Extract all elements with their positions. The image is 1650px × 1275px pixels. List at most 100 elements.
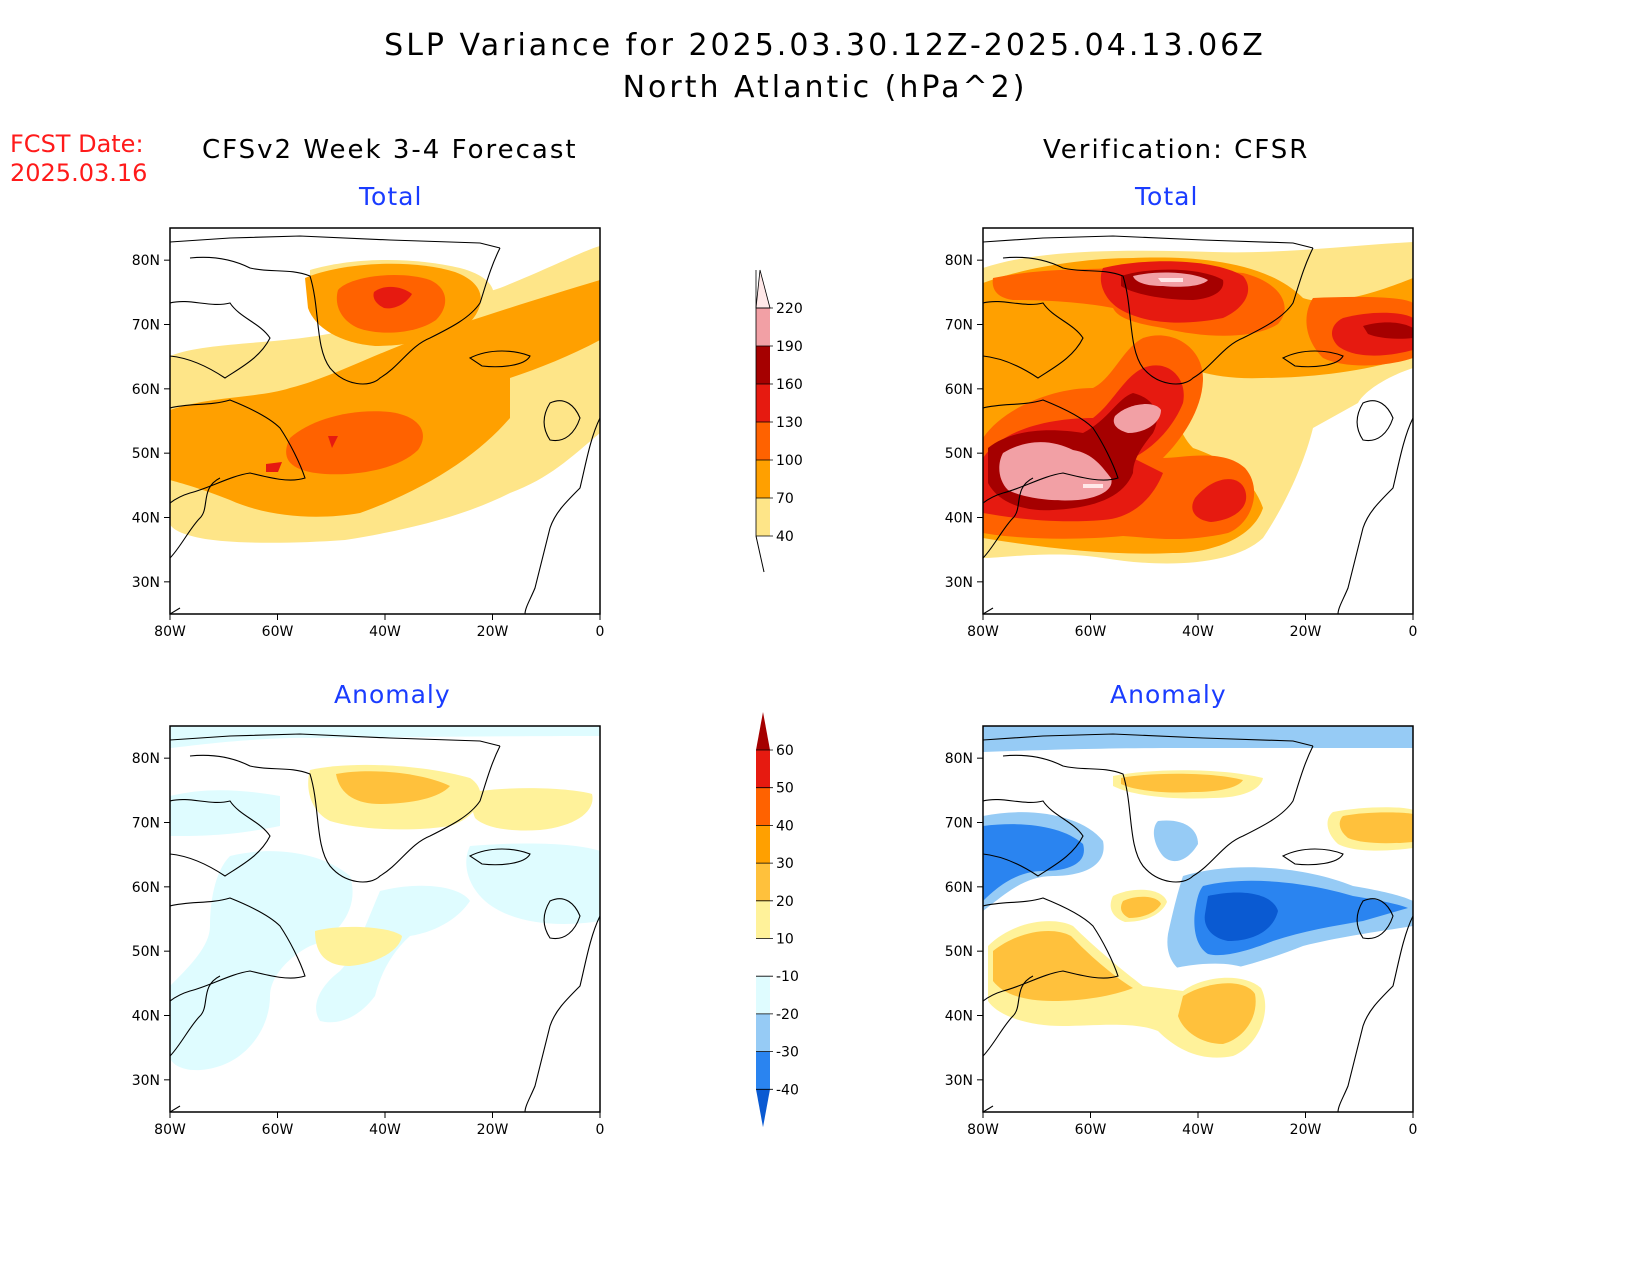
lat-tick-label: 40N <box>132 1009 160 1025</box>
contour-region <box>472 788 593 831</box>
colorbar-label: 50 <box>776 781 794 797</box>
lat-tick-label: 70N <box>132 816 160 832</box>
colorbar-swatch <box>756 308 770 346</box>
colorbar-swatch <box>756 460 770 498</box>
contour-region <box>983 726 1413 752</box>
contour-fill-group <box>983 726 1413 1067</box>
coastline-group <box>983 235 1413 614</box>
lon-tick-label: 20W <box>477 1122 509 1138</box>
lon-tick-label: 0 <box>1409 1122 1418 1138</box>
lon-tick-label: 80W <box>154 1122 186 1138</box>
coastline <box>170 733 501 747</box>
coastline <box>983 477 1034 559</box>
coastline <box>468 848 531 866</box>
lat-tick-label: 70N <box>132 318 160 334</box>
colorbar-label: -40 <box>776 1082 799 1098</box>
figure-subtitle: North Atlantic (hPa^2) <box>622 70 1028 105</box>
lon-tick-label: 60W <box>262 624 294 640</box>
contour-fill-group <box>170 246 600 543</box>
lon-tick-label: 0 <box>596 624 605 640</box>
coastline <box>983 301 1084 379</box>
lat-tick-label: 70N <box>945 318 973 334</box>
coastline <box>189 247 501 385</box>
coastline <box>1281 848 1344 866</box>
coastline <box>983 897 1119 1002</box>
colorbar-swatch <box>756 825 770 864</box>
lon-tick-label: 20W <box>1290 1122 1322 1138</box>
coastline <box>170 975 221 1057</box>
contour-region <box>1113 404 1161 433</box>
colorbar-extend <box>755 535 765 573</box>
coastline <box>983 1105 994 1112</box>
coastline <box>170 235 501 249</box>
colorbar-label: 40 <box>776 529 794 545</box>
panel-title-bl: Anomaly <box>334 680 451 709</box>
contour-region <box>1153 820 1198 862</box>
colorbar-label: 130 <box>776 415 803 431</box>
colorbar-swatch <box>756 422 770 460</box>
colorbar-swatch <box>756 384 770 422</box>
colorbar-label: 190 <box>776 339 803 355</box>
lon-tick-label: 80W <box>154 624 186 640</box>
coastline <box>170 477 221 559</box>
coastline <box>170 897 306 1002</box>
coastline <box>170 607 181 614</box>
colorbar-swatch <box>756 346 770 384</box>
contour-region <box>170 726 600 748</box>
lat-tick-label: 30N <box>945 1073 973 1089</box>
coastline <box>983 235 1314 249</box>
contour-fill-group <box>170 726 600 1071</box>
colorbar-swatch <box>756 498 770 536</box>
colorbar-label: 20 <box>776 894 794 910</box>
contour-fill-group <box>983 242 1413 564</box>
lat-tick-label: 40N <box>132 511 160 527</box>
coastline <box>524 915 600 1112</box>
contour-region <box>170 280 600 517</box>
contour-region <box>373 286 412 309</box>
coastline <box>170 399 306 504</box>
panel-title-tl: Total <box>359 182 423 211</box>
coastline <box>983 399 1119 504</box>
lon-tick-label: 20W <box>1290 624 1322 640</box>
coastline <box>983 733 1314 747</box>
contour-region <box>315 926 402 966</box>
coastline <box>1356 400 1394 442</box>
panel-title-br: Anomaly <box>1110 680 1227 709</box>
colorbar-label: 30 <box>776 856 794 872</box>
colorbar-label: 160 <box>776 377 803 393</box>
colorbar-swatch <box>756 750 770 788</box>
lat-tick-label: 60N <box>945 880 973 896</box>
contour-region <box>316 885 470 1023</box>
contour-region <box>1158 278 1183 282</box>
fcst-date-label: FCST Date: <box>10 130 144 158</box>
coastline <box>1281 350 1344 368</box>
lat-tick-label: 40N <box>945 1009 973 1025</box>
colorbar-label: 220 <box>776 301 803 317</box>
colorbar-label: 70 <box>776 491 794 507</box>
lat-tick-label: 80N <box>945 751 973 767</box>
map-panel-forecast-anomaly: 80N 70N 60N 50N 40N 30N 80W 60W 40W 20W 0 <box>132 725 604 1138</box>
lon-tick-label: 0 <box>596 1122 605 1138</box>
lon-tick-label: 60W <box>1075 1122 1107 1138</box>
coastline-group <box>170 733 600 1112</box>
coastline <box>1002 745 1314 883</box>
coastline <box>468 350 531 368</box>
colorbar-swatch <box>756 1089 770 1128</box>
lat-tick-label: 50N <box>945 944 973 960</box>
coastline <box>1337 915 1413 1112</box>
map-panel-forecast-total: 80N 70N 60N 50N 40N 30N 80W 60W 40W 20W 0 <box>132 227 604 640</box>
contour-region <box>1083 484 1103 488</box>
coastline <box>983 607 994 614</box>
contour-region <box>266 462 282 472</box>
lat-tick-label: 80N <box>945 253 973 269</box>
colorbar-label: 100 <box>776 453 803 469</box>
lon-tick-label: 40W <box>1182 1122 1214 1138</box>
contour-region <box>170 790 280 836</box>
coastline <box>1356 898 1394 940</box>
colorbar-swatch <box>756 976 770 1014</box>
lon-tick-label: 0 <box>1409 624 1418 640</box>
lat-tick-label: 50N <box>945 446 973 462</box>
colorbar-swatch <box>756 900 770 939</box>
panel-title-tr: Total <box>1135 182 1199 211</box>
colorbar-swatch <box>756 787 770 826</box>
